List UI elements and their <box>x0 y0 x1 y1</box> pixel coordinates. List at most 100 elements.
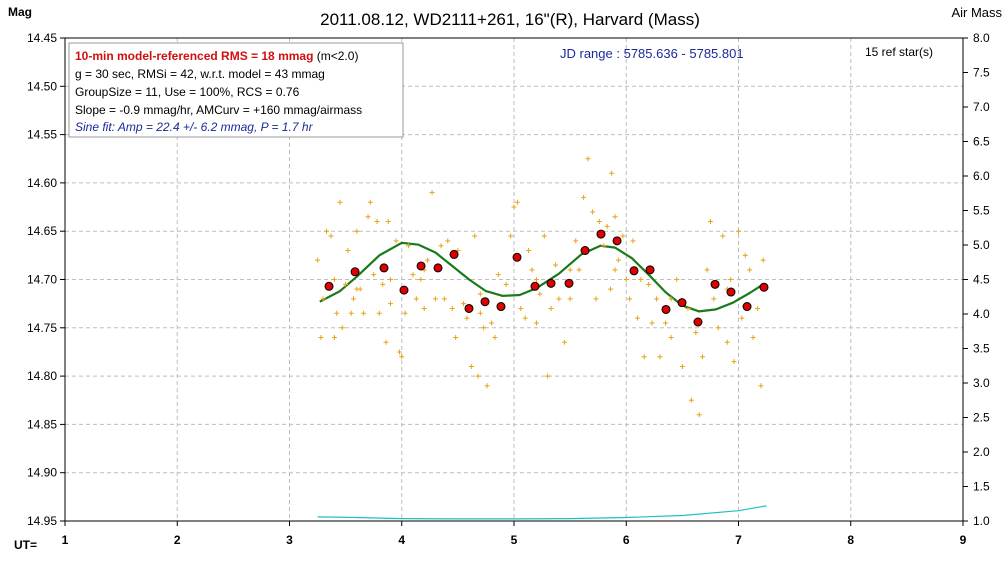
y2-tick-label: 8.0 <box>973 31 990 45</box>
measurement-point <box>724 339 730 345</box>
measurement-point <box>654 296 660 302</box>
measurement-point <box>736 228 741 234</box>
measurement-point <box>380 281 386 287</box>
y2-tick-label: 4.5 <box>973 273 990 287</box>
measurement-point <box>331 334 337 340</box>
measurement-point <box>484 383 490 389</box>
measurement-point <box>700 354 706 360</box>
y-tick-label: 14.95 <box>27 514 57 528</box>
measurement-point <box>696 412 702 418</box>
measurement-point <box>343 281 349 287</box>
group-average-point <box>612 236 622 246</box>
measurement-point <box>623 277 629 282</box>
measurement-point <box>615 257 621 263</box>
measurement-point <box>679 363 685 369</box>
group-average-point <box>433 263 443 273</box>
measurement-point <box>581 194 587 200</box>
y-tick-label: 14.90 <box>27 466 57 480</box>
measurement-point <box>324 228 330 234</box>
y2-tick-label: 2.0 <box>973 445 990 459</box>
measurement-point <box>657 354 663 360</box>
y-tick-label: 14.70 <box>27 273 57 287</box>
measurement-point <box>548 305 554 311</box>
y-axis-ticks: 14.45 14.50 14.55 14.60 14.65 14.70 14.75 14.80… <box>27 31 65 528</box>
measurement-point <box>612 214 618 220</box>
measurement-point <box>393 238 399 244</box>
measurement-point <box>334 310 340 316</box>
measurement-point <box>533 277 539 282</box>
measurement-point <box>453 334 459 340</box>
measurement-point <box>320 296 326 302</box>
measurement-point <box>481 325 487 331</box>
measurement-point <box>399 354 405 360</box>
measurement-point <box>731 359 737 365</box>
data-marks <box>315 156 769 520</box>
measurement-point <box>526 248 532 254</box>
measurement-point <box>489 320 495 326</box>
measurement-point <box>567 296 573 302</box>
measurement-point <box>367 199 373 205</box>
measurement-point <box>529 267 535 273</box>
measurement-point <box>508 233 514 239</box>
measurement-point <box>331 277 337 282</box>
jd-range: JD range : 5785.636 - 5785.801 <box>560 46 744 61</box>
measurement-point <box>429 190 435 196</box>
group-average-point <box>546 278 556 288</box>
group-average-point <box>661 304 671 314</box>
y2-tick-label: 5.0 <box>973 238 990 252</box>
measurement-point <box>511 204 517 210</box>
measurement-point <box>693 330 699 336</box>
measurement-point <box>562 339 568 345</box>
measurement-point <box>649 320 655 326</box>
measurement-point <box>638 277 644 282</box>
measurement-point <box>441 296 447 302</box>
ref-stars: 15 ref star(s) <box>865 45 933 59</box>
measurement-point <box>627 296 633 302</box>
group-average-point <box>464 303 474 313</box>
y2-tick-label: 6.0 <box>973 169 990 183</box>
measurement-point <box>747 267 753 273</box>
measurement-point <box>361 310 367 316</box>
measurement-point <box>371 272 377 278</box>
measurement-point <box>728 277 734 282</box>
measurement-point <box>475 373 481 379</box>
measurement-point <box>413 296 419 302</box>
y-tick-label: 14.60 <box>27 176 57 190</box>
measurement-point <box>421 305 427 311</box>
measurement-point <box>495 272 501 278</box>
y2-tick-label: 3.5 <box>973 342 990 356</box>
group-average-point <box>324 281 334 291</box>
group-average-point <box>629 266 639 276</box>
group-average-point <box>645 265 655 275</box>
group-average-point <box>677 298 687 308</box>
measurement-point <box>477 310 483 316</box>
x-tick-label: 3 <box>286 533 293 547</box>
measurement-point <box>641 354 647 360</box>
measurement-point <box>405 243 411 249</box>
measurement-point <box>522 315 528 321</box>
group-average-point <box>726 287 736 297</box>
x-tick-label: 2 <box>174 533 181 547</box>
group-average-point <box>759 282 769 292</box>
measurement-point <box>383 339 389 345</box>
measurement-point <box>760 257 766 263</box>
measurement-point <box>425 257 431 263</box>
measurement-point <box>668 334 674 340</box>
measurement-point <box>354 228 360 234</box>
x-tick-label: 8 <box>847 533 854 547</box>
measurement-point <box>339 325 345 331</box>
y-tick-label: 14.45 <box>27 31 57 45</box>
x-tick-label: 1 <box>62 533 69 547</box>
measurement-point <box>755 305 761 311</box>
measurement-point <box>348 310 354 316</box>
y2-tick-label: 4.0 <box>973 307 990 321</box>
y2-tick-label: 2.5 <box>973 411 990 425</box>
y-tick-label: 14.65 <box>27 224 57 238</box>
y-tick-label: 14.50 <box>27 79 57 93</box>
measurement-point <box>418 277 424 282</box>
measurement-point <box>397 349 403 355</box>
measurement-point <box>567 267 573 273</box>
x-tick-label: 7 <box>735 533 742 547</box>
group-average-point <box>580 246 590 256</box>
